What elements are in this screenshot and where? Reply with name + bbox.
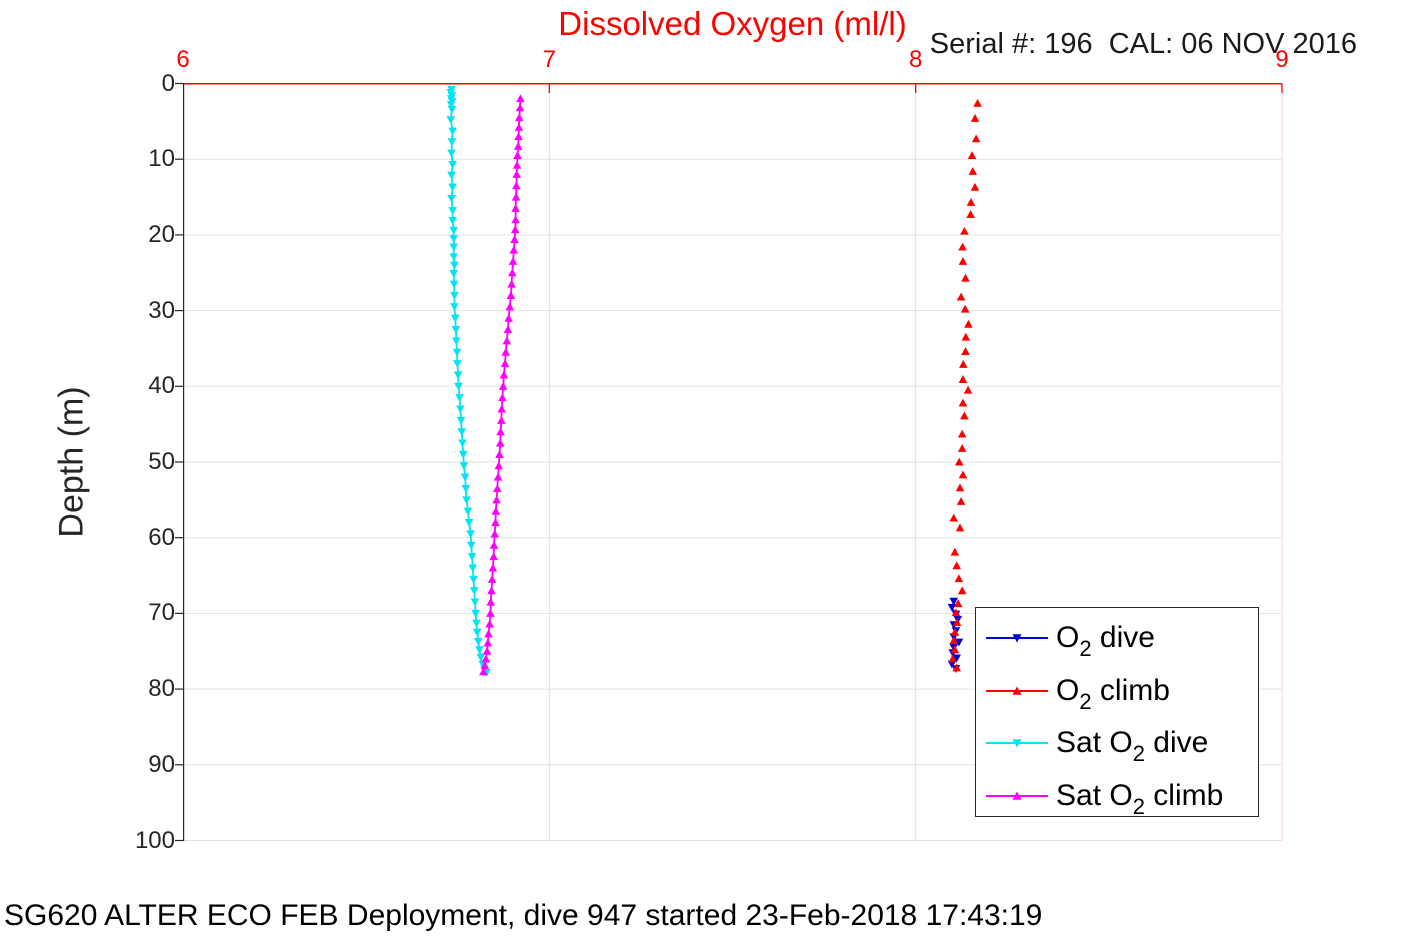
legend-sample-o2-climb bbox=[986, 686, 1048, 695]
legend-label: Sat O2 climb bbox=[1056, 779, 1224, 819]
legend-sample-sat-o2-climb bbox=[986, 791, 1048, 800]
legend-sample-o2-dive bbox=[986, 634, 1048, 643]
y-tick-label: 10 bbox=[148, 145, 175, 173]
deployment-caption: SG620 ALTER ECO FEB Deployment, dive 947… bbox=[4, 899, 1043, 932]
legend: O2 dive O2 climb Sat O2 dive Sat O2 clim… bbox=[975, 607, 1259, 819]
sat-o2-climb-series bbox=[479, 94, 525, 676]
legend-label: Sat O2 dive bbox=[1056, 726, 1209, 766]
legend-label: O2 dive bbox=[1056, 621, 1155, 661]
y-axis-label: Depth (m) bbox=[52, 386, 91, 538]
y-tick-label: 50 bbox=[148, 448, 175, 475]
y-tick-label: 0 bbox=[161, 69, 175, 97]
legend-sample-sat-o2-dive bbox=[986, 739, 1048, 748]
x-tick-label: 8 bbox=[908, 46, 923, 73]
legend-item-o2-dive: O2 dive bbox=[976, 618, 1258, 661]
y-tick-label: 60 bbox=[148, 523, 175, 551]
legend-item-o2-climb: O2 climb bbox=[976, 671, 1258, 714]
x-tick-label: 9 bbox=[1275, 46, 1289, 73]
y-tick-label: 80 bbox=[148, 675, 175, 703]
o2-climb-series bbox=[948, 98, 982, 672]
y-tick-label: 70 bbox=[148, 599, 175, 627]
x-tick-label: 7 bbox=[542, 46, 556, 73]
sat-o2-dive-series bbox=[446, 86, 491, 677]
page-title: Dissolved Oxygen (ml/l) bbox=[558, 5, 907, 42]
serial-cal-label: Serial #: 196 CAL: 06 NOV 2016 bbox=[929, 28, 1357, 60]
x-tick-label: 6 bbox=[176, 46, 190, 73]
y-tick-label: 20 bbox=[148, 220, 175, 248]
legend-label: O2 climb bbox=[1056, 674, 1170, 714]
y-tick-label: 30 bbox=[148, 296, 175, 324]
y-tick-label: 90 bbox=[148, 750, 175, 778]
y-tick-label: 100 bbox=[134, 826, 175, 854]
legend-item-sat-o2-dive: Sat O2 dive bbox=[976, 723, 1258, 766]
y-tick-label: 40 bbox=[148, 372, 175, 400]
legend-item-sat-o2-climb: Sat O2 climb bbox=[976, 776, 1258, 819]
